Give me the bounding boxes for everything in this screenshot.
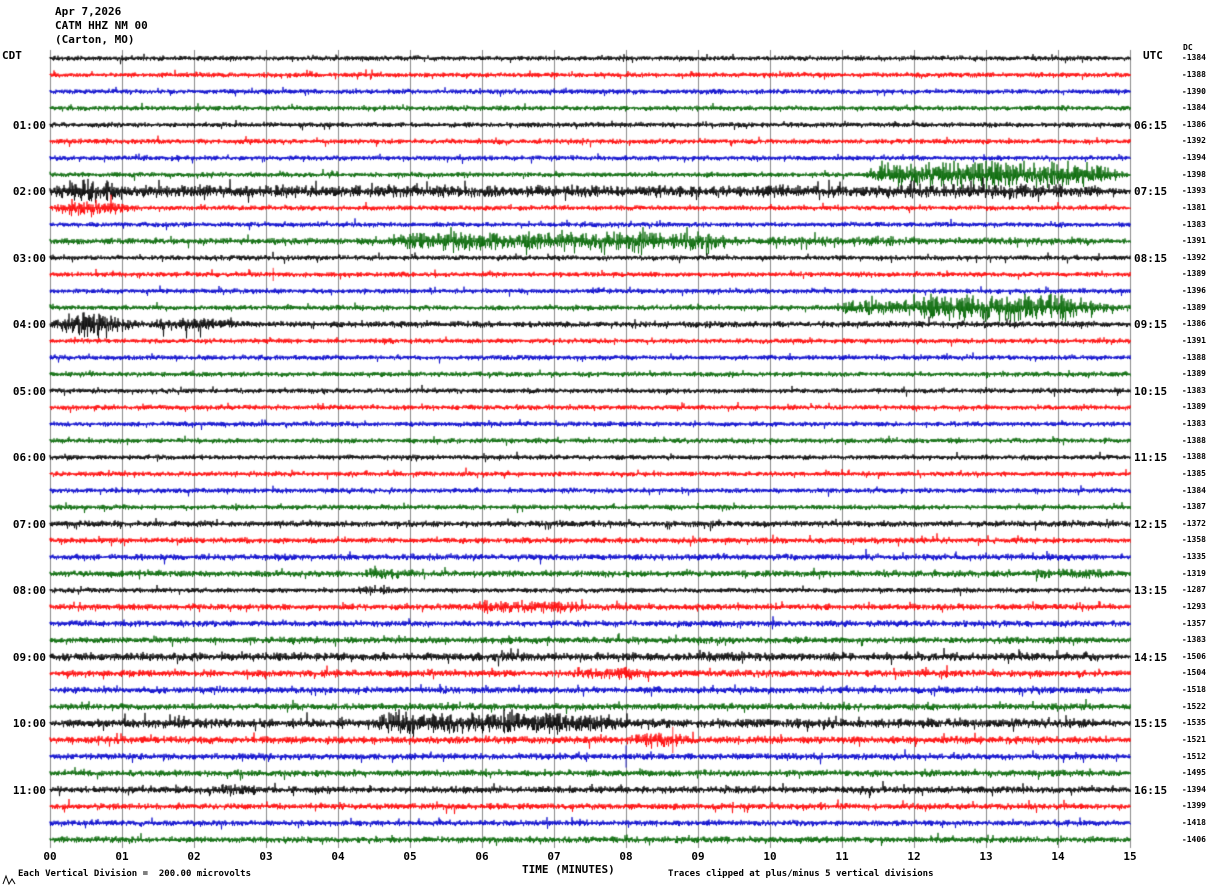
header-date: Apr 7,2026: [55, 5, 122, 18]
dc-value: -1387: [1181, 502, 1206, 511]
left-time-label: 04:00: [12, 318, 46, 331]
right-time-label: 13:15: [1134, 584, 1168, 597]
left-time-label: 03:00: [12, 252, 46, 265]
dc-value: -1386: [1181, 319, 1206, 328]
dc-value: -1398: [1181, 170, 1206, 179]
right-time-label: 10:15: [1134, 385, 1168, 398]
x-tick-label: 14: [1051, 850, 1065, 863]
dc-value: -1391: [1181, 336, 1206, 345]
dc-value: -1495: [1181, 768, 1206, 777]
left-time-label: 10:00: [12, 717, 46, 730]
logo-mark-icon: [2, 874, 16, 885]
dc-value: -1393: [1181, 186, 1206, 195]
dc-value: -1388: [1181, 436, 1206, 445]
x-tick-label: 03: [259, 850, 273, 863]
dc-value: -1389: [1181, 402, 1206, 411]
left-time-label: 02:00: [12, 185, 46, 198]
x-tick-label: 08: [619, 850, 633, 863]
right-time-label: 11:15: [1134, 451, 1168, 464]
x-tick-label: 04: [331, 850, 345, 863]
dc-value: -1394: [1181, 785, 1206, 794]
dc-value: -1406: [1181, 835, 1206, 844]
dc-value: -1385: [1181, 469, 1206, 478]
left-time-label: 09:00: [12, 651, 46, 664]
dc-value: -1389: [1181, 303, 1206, 312]
right-time-label: 16:15: [1134, 784, 1168, 797]
x-tick-label: 07: [547, 850, 561, 863]
dc-value: -1388: [1181, 353, 1206, 362]
dc-value: -1394: [1181, 153, 1206, 162]
dc-value: -1521: [1181, 735, 1206, 744]
dc-value: -1319: [1181, 569, 1206, 578]
dc-value: -1522: [1181, 702, 1206, 711]
dc-value: -1384: [1181, 486, 1206, 495]
dc-value: -1383: [1181, 635, 1206, 644]
dc-value: -1335: [1181, 552, 1206, 561]
dc-value: -1357: [1181, 619, 1206, 628]
dc-value: -1383: [1181, 220, 1206, 229]
dc-value: -1381: [1181, 203, 1206, 212]
left-time-label: 07:00: [12, 518, 46, 531]
x-tick-label: 09: [691, 850, 705, 863]
dc-value: -1396: [1181, 286, 1206, 295]
header-station: CATM HHZ NM 00: [55, 19, 148, 32]
dc-value: -1389: [1181, 269, 1206, 278]
right-time-label: 06:15: [1134, 119, 1168, 132]
division-note: Each Vertical Division = 200.00 microvol…: [18, 869, 251, 879]
x-tick-label: 15: [1123, 850, 1137, 863]
left-time-label: 11:00: [12, 784, 46, 797]
right-time-label: 07:15: [1134, 185, 1168, 198]
x-tick-label: 05: [403, 850, 417, 863]
header-location: (Carton, MO): [55, 33, 135, 46]
dc-value: -1383: [1181, 386, 1206, 395]
dc-value: -1504: [1181, 668, 1206, 677]
dc-value: -1358: [1181, 535, 1206, 544]
left-time-label: 01:00: [12, 119, 46, 132]
dc-value: -1287: [1181, 585, 1206, 594]
dc-value: -1392: [1181, 136, 1206, 145]
x-tick-label: 06: [475, 850, 489, 863]
x-tick-label: 13: [979, 850, 993, 863]
right-time-label: 14:15: [1134, 651, 1168, 664]
dc-value: -1390: [1181, 87, 1206, 96]
right-time-label: 08:15: [1134, 252, 1168, 265]
left-time-label: 05:00: [12, 385, 46, 398]
left-time-label: 06:00: [12, 451, 46, 464]
dc-value: -1391: [1181, 236, 1206, 245]
dc-value: -1384: [1181, 103, 1206, 112]
dc-value: -1388: [1181, 70, 1206, 79]
dc-value: -1512: [1181, 752, 1206, 761]
x-tick-label: 12: [907, 850, 921, 863]
dc-value: -1383: [1181, 419, 1206, 428]
right-timezone-label: UTC: [1143, 49, 1163, 62]
dc-value: -1389: [1181, 369, 1206, 378]
dc-value: -1506: [1181, 652, 1206, 661]
x-tick-label: 00: [43, 850, 57, 863]
dc-column-label: DC: [1183, 43, 1193, 52]
dc-value: -1518: [1181, 685, 1206, 694]
x-tick-label: 02: [187, 850, 201, 863]
x-tick-label: 11: [835, 850, 849, 863]
dc-value: -1293: [1181, 602, 1206, 611]
dc-value: -1372: [1181, 519, 1206, 528]
right-time-label: 12:15: [1134, 518, 1168, 531]
right-time-label: 15:15: [1134, 717, 1168, 730]
x-axis-title: TIME (MINUTES): [522, 863, 615, 876]
dc-value: -1418: [1181, 818, 1206, 827]
left-time-label: 08:00: [12, 584, 46, 597]
x-tick-label: 01: [115, 850, 129, 863]
x-tick-label: 10: [763, 850, 777, 863]
dc-value: -1399: [1181, 801, 1206, 810]
left-timezone-label: CDT: [2, 49, 22, 62]
dc-value: -1386: [1181, 120, 1206, 129]
dc-value: -1384: [1181, 53, 1206, 62]
dc-value: -1388: [1181, 452, 1206, 461]
clip-note: Traces clipped at plus/minus 5 vertical …: [668, 869, 934, 879]
dc-value: -1392: [1181, 253, 1206, 262]
dc-value: -1535: [1181, 718, 1206, 727]
right-time-label: 09:15: [1134, 318, 1168, 331]
